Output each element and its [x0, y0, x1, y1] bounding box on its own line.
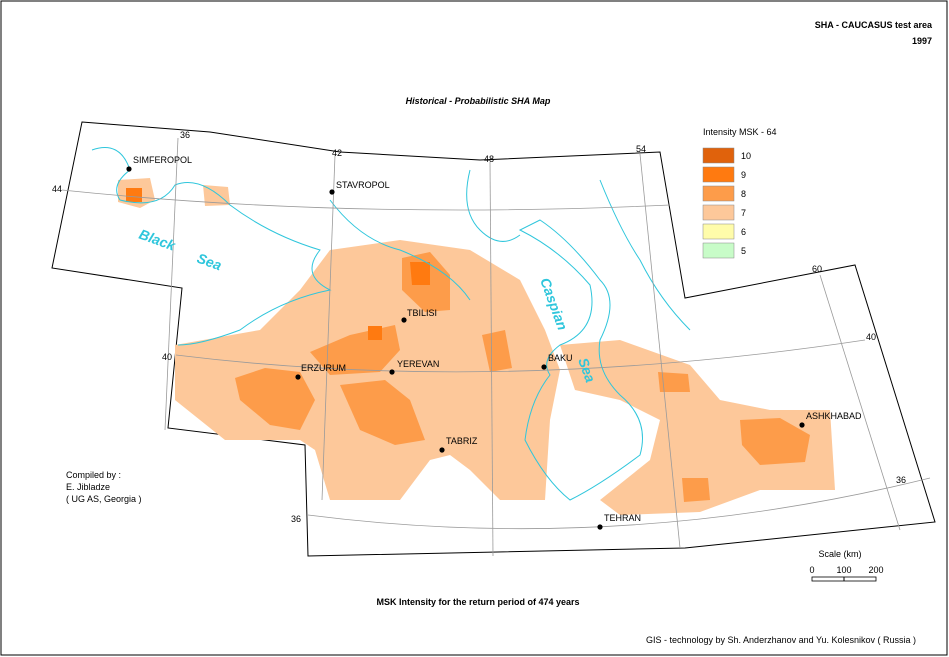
city-label: STAVROPOL — [336, 180, 390, 190]
city-label: TABRIZ — [446, 436, 478, 446]
meridian — [819, 274, 901, 531]
parallel — [307, 477, 931, 530]
longitude-label: 48 — [484, 154, 494, 164]
latitude-label: 40 — [162, 352, 172, 362]
black-sea-coast — [91, 147, 332, 346]
legend-swatch — [702, 204, 735, 221]
scale-tick-label: 100 — [836, 565, 851, 575]
latitude-label: 44 — [52, 184, 62, 194]
river — [599, 179, 691, 331]
author: E. Jibladze — [66, 482, 110, 492]
meridian — [321, 154, 336, 501]
legend-swatch — [702, 242, 735, 259]
graticule — [61, 137, 931, 557]
intensity-zone — [340, 380, 425, 445]
city-label: ERZURUM — [301, 363, 346, 373]
subtitle: MSK Intensity for the return period of 4… — [376, 597, 579, 607]
intensity-zone — [410, 262, 430, 285]
intensity-zone — [368, 326, 382, 340]
river — [329, 199, 471, 301]
intensity-zone — [682, 478, 710, 502]
intensity-zone — [482, 330, 512, 372]
parallel — [175, 339, 866, 373]
latitude-label: 40 — [866, 332, 876, 342]
city-dot — [541, 364, 547, 370]
scale-tick-label: 0 — [809, 565, 814, 575]
longitude-label: 54 — [636, 144, 646, 154]
intensity-zone — [126, 188, 142, 202]
city-dot — [401, 317, 407, 323]
header-area: SHA - CAUCASUS test area — [815, 20, 933, 30]
intensity-zone — [658, 372, 690, 392]
legend-label: 10 — [741, 151, 751, 161]
scale-title: Scale (km) — [818, 549, 861, 559]
longitude-label: 36 — [180, 130, 190, 140]
longitude-label: 60 — [812, 264, 822, 274]
meridian — [639, 153, 681, 549]
legend-label: 5 — [741, 246, 746, 256]
longitude-label: 42 — [332, 148, 342, 158]
meridian — [489, 161, 494, 557]
city-dot — [799, 422, 805, 428]
intensity-zone — [560, 340, 835, 515]
intensity-zone — [235, 368, 315, 430]
city-dot — [295, 374, 301, 380]
city-label: ASHKHABAD — [806, 411, 862, 421]
city-label: TEHRAN — [604, 513, 641, 523]
city-label: SIMFEROPOL — [133, 155, 192, 165]
city-dot — [439, 447, 445, 453]
header-year: 1997 — [912, 36, 932, 46]
city-dot — [389, 369, 395, 375]
legend-label: 8 — [741, 189, 746, 199]
legend-swatch — [702, 185, 735, 202]
legend-swatch — [702, 166, 735, 183]
city-label: YEREVAN — [397, 359, 439, 369]
affiliation: ( UG AS, Georgia ) — [66, 494, 142, 504]
legend-swatch — [702, 223, 735, 240]
intensity-zone — [740, 418, 810, 465]
latitude-label: 36 — [291, 514, 301, 524]
city-label: BAKU — [548, 353, 573, 363]
legend-swatch — [702, 147, 735, 164]
intensity-zone — [203, 185, 230, 206]
parallel — [61, 189, 671, 211]
meridian — [164, 137, 179, 431]
scale-tick-label: 200 — [868, 565, 883, 575]
river — [466, 169, 521, 242]
legend-label: 7 — [741, 208, 746, 218]
city-dot — [126, 166, 132, 172]
water — [91, 147, 691, 501]
compiled-by: Compiled by : — [66, 470, 121, 480]
caspian-coast — [518, 219, 643, 501]
map-title: Historical - Probabilistic SHA Map — [406, 96, 551, 106]
city-dot — [597, 524, 603, 530]
legend-label: 6 — [741, 227, 746, 237]
latitude-label: 36 — [896, 475, 906, 485]
city-label: TBILISI — [407, 308, 437, 318]
legend-label: 9 — [741, 170, 746, 180]
legend-title: Intensity MSK - 64 — [703, 127, 777, 137]
city-dot — [329, 189, 335, 195]
footer: GIS - technology by Sh. Anderzhanov and … — [646, 635, 916, 645]
